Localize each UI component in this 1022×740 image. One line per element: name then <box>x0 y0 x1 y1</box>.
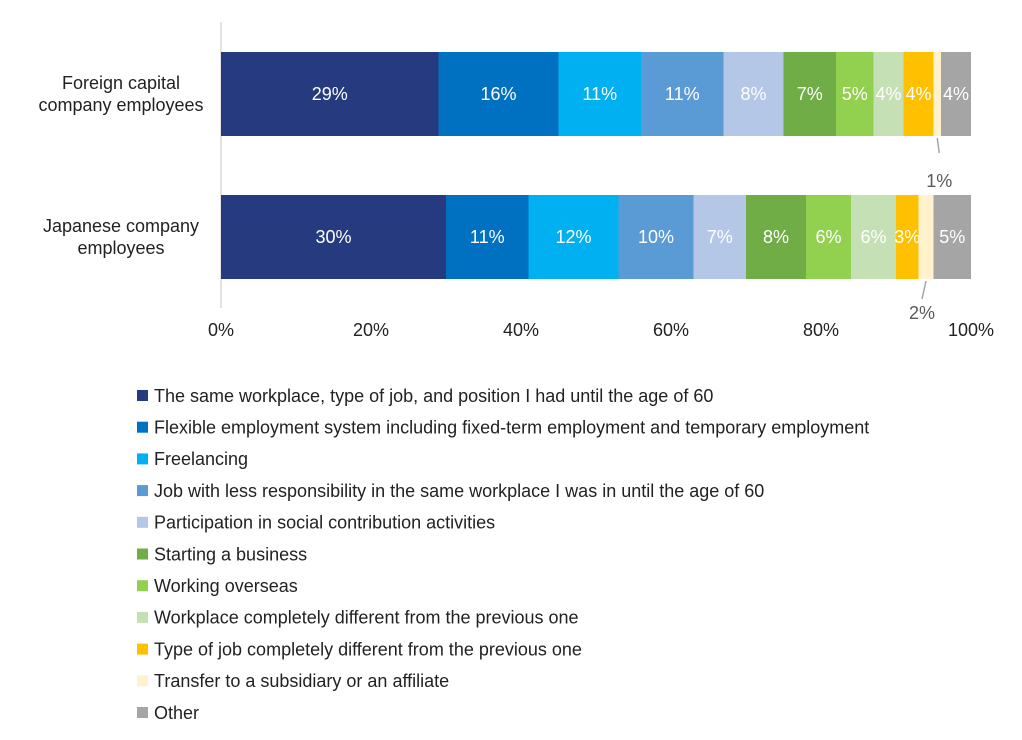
legend-label: Flexible employment system including fix… <box>154 417 869 437</box>
x-tick-label: 60% <box>653 320 689 340</box>
data-label: 7% <box>707 227 733 247</box>
legend-label: Transfer to a subsidiary or an affiliate <box>154 671 449 691</box>
legend-label: Participation in social contribution act… <box>154 513 495 533</box>
data-label: 7% <box>797 84 823 104</box>
data-label: 16% <box>480 84 516 104</box>
data-label: 11% <box>665 84 700 104</box>
category-label: Foreign capital company employees <box>38 73 204 115</box>
legend-label: Starting a business <box>154 544 307 564</box>
data-label: 1% <box>926 171 952 191</box>
bar-segment <box>918 195 934 279</box>
legend-label: Type of job completely different from th… <box>154 639 582 659</box>
bar-segment <box>873 52 904 136</box>
bar-segment <box>438 52 559 136</box>
data-label: 5% <box>939 227 965 247</box>
legend-swatch <box>137 421 148 433</box>
bar-segment <box>903 52 934 136</box>
data-label: 4% <box>905 84 931 104</box>
legend-swatch <box>137 453 148 465</box>
legend-label: Workplace completely different from the … <box>154 608 579 628</box>
bar-segment <box>933 195 971 279</box>
legend-label: Working overseas <box>154 576 298 596</box>
legend-swatch <box>137 707 148 718</box>
bar-segment <box>836 52 874 136</box>
bar-segment <box>618 195 694 279</box>
leader-line <box>936 137 940 154</box>
legend-label: Job with less responsibility in the same… <box>154 481 764 501</box>
legend-swatch <box>137 548 148 560</box>
data-label: 5% <box>842 84 868 104</box>
bar-segment <box>746 195 806 279</box>
x-tick-label: 0% <box>208 320 234 340</box>
bar-segment <box>221 52 439 136</box>
category-label: Japanese company employees <box>42 216 200 258</box>
bar-segment <box>723 52 784 136</box>
x-tick-label: 80% <box>803 320 839 340</box>
legend-swatch <box>137 580 148 592</box>
data-label: 30% <box>315 227 351 247</box>
x-tick-label: 40% <box>503 320 539 340</box>
bar-segment <box>933 52 941 136</box>
bar-segment <box>446 195 529 279</box>
legend-swatch <box>137 390 148 401</box>
data-label: 2% <box>909 303 935 323</box>
bar-segment <box>221 195 446 279</box>
bar-segment <box>783 52 836 136</box>
data-label: 6% <box>860 227 886 247</box>
bar-segment <box>693 195 746 279</box>
legend-label: The same workplace, type of job, and pos… <box>154 386 713 406</box>
bar-segment <box>941 52 971 136</box>
bar-segment <box>806 195 851 279</box>
data-label: 3% <box>894 227 920 247</box>
data-label: 11% <box>470 227 505 247</box>
bar-segment <box>896 195 919 279</box>
bar-segment <box>641 52 724 136</box>
data-label: 12% <box>555 227 591 247</box>
bar-segment <box>558 52 641 136</box>
leader-line <box>921 280 927 300</box>
legend-label: Other <box>154 703 199 723</box>
x-tick-label: 20% <box>353 320 389 340</box>
data-label: 10% <box>638 227 674 247</box>
legend-swatch <box>137 611 148 623</box>
data-label: 8% <box>740 84 766 104</box>
bar-segment <box>851 195 896 279</box>
data-label: 29% <box>312 84 348 104</box>
data-label: 6% <box>815 227 841 247</box>
data-label: 11% <box>582 84 617 104</box>
legend-swatch <box>137 675 148 687</box>
bar-segment <box>528 195 619 279</box>
legend-label: Freelancing <box>154 449 248 469</box>
legend-swatch <box>137 485 148 497</box>
x-tick-label: 100% <box>948 320 994 340</box>
data-label: 4% <box>875 84 901 104</box>
legend-swatch <box>137 643 148 655</box>
data-label: 8% <box>763 227 789 247</box>
legend-swatch <box>137 516 148 528</box>
data-label: 4% <box>943 84 969 104</box>
